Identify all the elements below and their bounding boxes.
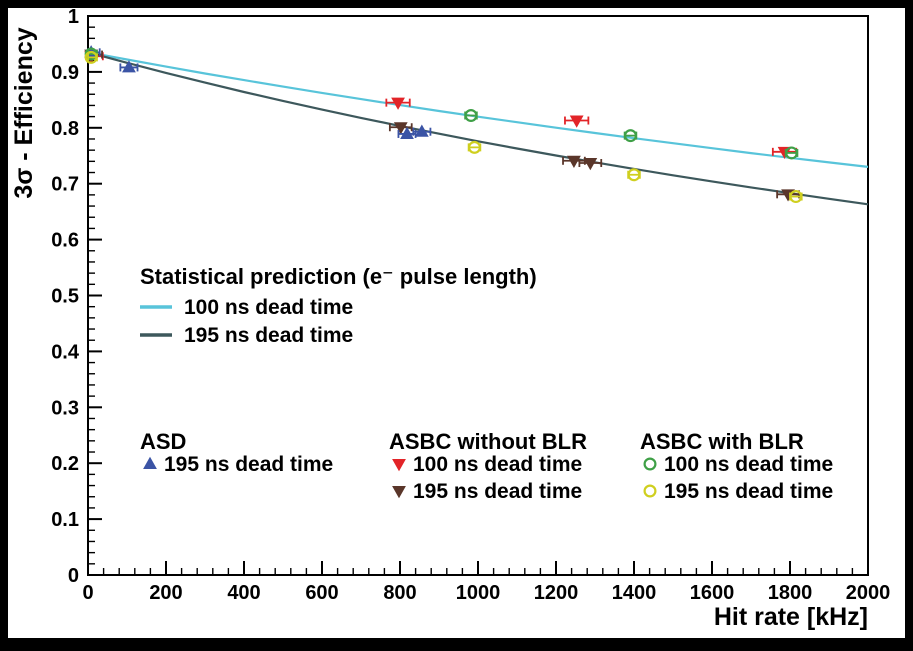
y-tick-label: 0.8 [51, 118, 79, 140]
y-tick-label: 0 [68, 565, 79, 587]
points-layer [84, 45, 803, 204]
prediction-legend-title: Statistical prediction (e⁻ pulse length) [140, 264, 537, 289]
marker-legend-entry: 195 ns dead time [164, 453, 333, 476]
y-tick-label: 0.6 [51, 230, 79, 252]
y-tick-label: 0.9 [51, 62, 79, 84]
triangle-down-marker-icon [583, 158, 598, 171]
y-tick-label: 0.4 [51, 341, 80, 363]
triangle-down-marker-icon [392, 459, 406, 472]
open-circle-marker-icon [623, 129, 637, 143]
x-tick-label: 1200 [534, 582, 579, 604]
y-tick-label: 0.1 [51, 509, 79, 531]
x-axis-title: Hit rate [kHz] [714, 603, 868, 631]
triangle-down-marker-icon [391, 97, 405, 110]
y-axis-title: 3σ - Efficiency [10, 27, 38, 198]
y-tick-label: 1 [68, 6, 79, 28]
open-circle-marker-icon [467, 140, 481, 154]
prediction-curve [87, 51, 869, 206]
open-circle-marker-icon [643, 457, 657, 471]
open-circle-marker-icon [627, 168, 641, 182]
marker-legend-entry: 195 ns dead time [664, 480, 833, 503]
legend-prediction: Statistical prediction (e⁻ pulse length)… [140, 264, 537, 347]
open-circle-marker-icon [789, 190, 803, 204]
triangle-up-marker-icon [414, 124, 429, 137]
triangle-down-marker-icon [569, 115, 584, 128]
marker-legend-entry: 195 ns dead time [413, 480, 582, 503]
marker-legend-entry: 100 ns dead time [664, 453, 833, 476]
open-circle-marker-icon [84, 50, 98, 64]
marker-legend-title: ASBC with BLR [640, 429, 804, 454]
series-circle-open [84, 50, 803, 204]
triangle-up-marker-icon [122, 60, 136, 73]
triangle-down-marker-icon [393, 122, 408, 135]
y-tick-label: 0.7 [51, 174, 79, 196]
axes-layer: 0 200 400 600 800 1000 1200 1400 1600 1800 2000 0 0.… [51, 6, 890, 604]
x-tick-label: 0 [82, 582, 93, 604]
prediction-legend-entry: 195 ns dead time [184, 324, 353, 347]
x-tick-label: 2000 [846, 582, 891, 604]
x-tick-label: 1400 [612, 582, 657, 604]
y-tick-label: 0.2 [51, 453, 79, 475]
marker-legend-title: ASBC without BLR [389, 429, 587, 454]
triangle-down-marker-icon [392, 486, 406, 499]
x-tick-label: 400 [227, 582, 260, 604]
x-tick-label: 1000 [456, 582, 501, 604]
open-circle-marker-icon [643, 484, 657, 498]
curves-layer [87, 51, 869, 206]
triangle-down-marker-icon [567, 155, 581, 168]
prediction-curve [87, 51, 869, 168]
marker-legend-entry: 100 ns dead time [413, 453, 582, 476]
triangle-up-marker-icon [143, 456, 157, 469]
x-tick-label: 1800 [768, 582, 813, 604]
marker-legend-title: ASD [140, 429, 186, 454]
plot-canvas [8, 8, 905, 638]
x-tick-label: 800 [383, 582, 416, 604]
y-tick-label: 0.3 [51, 397, 79, 419]
triangle-up-marker-icon [400, 126, 414, 139]
x-tick-label: 1600 [690, 582, 735, 604]
open-circle-marker-icon [785, 146, 799, 160]
x-tick-label: 200 [149, 582, 182, 604]
open-circle-marker-icon [464, 109, 478, 123]
x-tick-label: 600 [305, 582, 338, 604]
prediction-legend-entry: 100 ns dead time [184, 296, 353, 319]
y-tick-label: 0.5 [51, 286, 79, 308]
